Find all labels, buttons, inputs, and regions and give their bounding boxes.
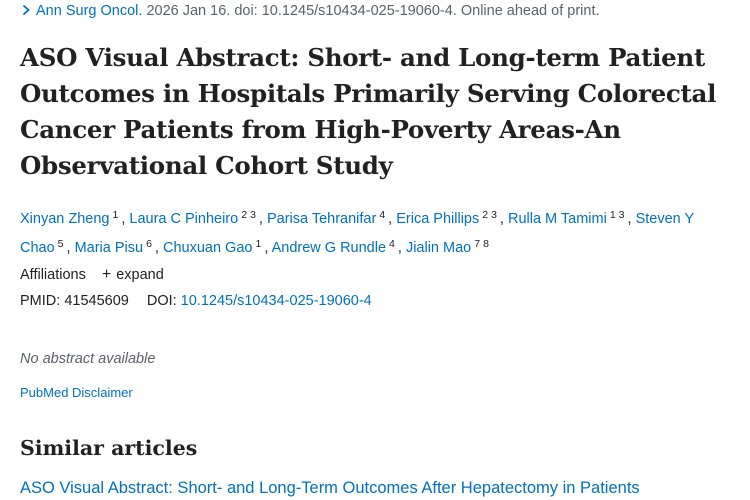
- affiliation-ref[interactable]: 3: [250, 209, 256, 221]
- author-name-link[interactable]: Steven Y Chao: [20, 211, 694, 256]
- author-name-link[interactable]: Laura C Pinheiro: [129, 211, 239, 227]
- author-item: Parisa Tehranifar 4,: [266, 209, 397, 227]
- plus-icon: +: [101, 266, 112, 283]
- affiliations-row: Affiliations + expand: [20, 266, 164, 284]
- pmid-label: PMID:: [20, 293, 61, 309]
- doi-label: DOI:: [146, 293, 177, 309]
- author-item: Laura C Pinheiro 2 3,: [129, 209, 267, 227]
- affiliation-refs: 4: [379, 209, 388, 221]
- chevron-right-icon[interactable]: [20, 4, 32, 16]
- affiliation-ref[interactable]: 1: [255, 238, 262, 250]
- affiliation-ref[interactable]: 4: [379, 209, 386, 221]
- affiliation-ref[interactable]: 6: [146, 238, 152, 250]
- affiliation-ref[interactable]: 1: [112, 209, 119, 221]
- author-name-link[interactable]: Erica Phillips: [396, 211, 480, 227]
- identifiers-row: PMID: 41545609 DOI: 10.1245/s10434-025-19…: [20, 293, 372, 309]
- author-item: Rulla M Tamimi 1 3,: [507, 209, 636, 227]
- affiliation-ref[interactable]: 4: [389, 238, 395, 250]
- affiliation-ref[interactable]: 7: [474, 238, 481, 250]
- affiliations-label: Affiliations: [20, 267, 86, 283]
- author-list: Xinyan Zheng 1, Laura C Pinheiro 2 3, Paris…: [20, 203, 740, 261]
- author-item: Erica Phillips 2 3,: [396, 209, 508, 227]
- similar-article-link[interactable]: ASO Visual Abstract: Short- and Long-Ter…: [20, 479, 640, 497]
- journal-link[interactable]: Ann Surg Oncol.: [36, 3, 143, 19]
- author-item: Steven Y Chao 5,: [20, 211, 694, 256]
- affiliation-ref[interactable]: 3: [491, 209, 497, 221]
- citation-line: Ann Surg Oncol. 2026 Jan 16. doi: 10.124…: [20, 3, 600, 19]
- affiliation-refs: 1: [112, 209, 121, 221]
- author-name-link[interactable]: Maria Pisu: [74, 240, 144, 256]
- similar-articles-heading: Similar articles: [20, 436, 198, 460]
- doi-link[interactable]: 10.1245/s10434-025-19060-4: [180, 293, 372, 309]
- author-name-link[interactable]: Xinyan Zheng: [20, 211, 110, 227]
- affiliation-refs: 6: [146, 238, 155, 250]
- affiliation-refs: 5: [58, 238, 67, 250]
- article-title: ASO Visual Abstract: Short- and Long-ter…: [20, 43, 717, 180]
- citation-details: 2026 Jan 16. doi: 10.1245/s10434-025-190…: [146, 3, 600, 19]
- author-name-link[interactable]: Rulla M Tamimi: [507, 211, 607, 227]
- author-item: Chuxuan Gao 1,: [162, 238, 272, 256]
- affiliation-refs: 1: [255, 238, 264, 250]
- affiliation-ref[interactable]: 5: [57, 238, 64, 250]
- author-item: Maria Pisu 6,: [74, 238, 163, 256]
- no-abstract-note: No abstract available: [20, 351, 156, 367]
- author-item: Andrew G Rundle 4,: [271, 238, 406, 256]
- expand-label: expand: [116, 267, 164, 283]
- author-item: Jialin Mao 7 8: [405, 238, 492, 256]
- author-name-link[interactable]: Jialin Mao: [405, 240, 472, 256]
- affiliation-ref[interactable]: 2: [482, 209, 489, 221]
- author-name-link[interactable]: Chuxuan Gao: [162, 240, 253, 256]
- pubmed-disclaimer-link[interactable]: PubMed Disclaimer: [20, 385, 133, 400]
- author-item: Xinyan Zheng 1,: [20, 209, 130, 227]
- affiliation-refs: 4: [389, 238, 398, 250]
- affiliations-expand-button[interactable]: + expand: [101, 266, 164, 283]
- pmid-value: 41545609: [64, 293, 129, 309]
- affiliation-ref[interactable]: 8: [483, 238, 489, 250]
- affiliation-ref[interactable]: 2: [241, 209, 248, 221]
- author-name-link[interactable]: Parisa Tehranifar: [266, 211, 377, 227]
- author-name-link[interactable]: Andrew G Rundle: [271, 240, 387, 256]
- affiliation-ref[interactable]: 1: [609, 209, 616, 221]
- affiliation-ref[interactable]: 3: [618, 209, 625, 221]
